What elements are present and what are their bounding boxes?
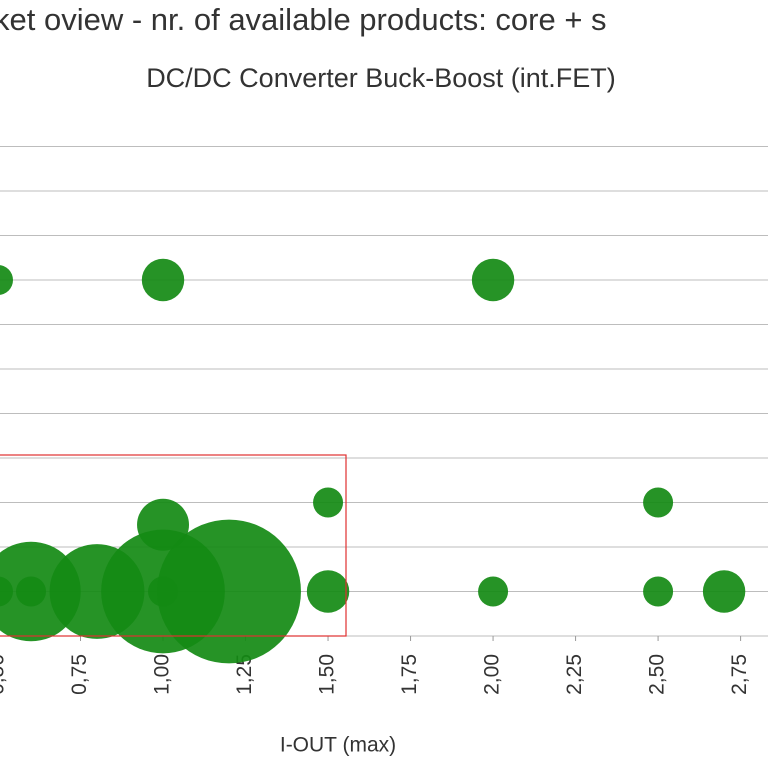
bubble [643, 487, 674, 518]
bubble [306, 570, 350, 613]
x-axis-label: I-OUT (max) [280, 734, 396, 757]
bubble [313, 487, 344, 518]
x-tick-label: 2,75 [728, 654, 751, 695]
bubble [471, 258, 515, 302]
x-tick-label: 2,00 [481, 654, 504, 695]
bubble [0, 265, 13, 295]
bubble [141, 258, 185, 302]
bubble [643, 576, 674, 607]
x-tick-label: 2,50 [646, 654, 669, 695]
highlight-box [0, 454, 347, 637]
bubble [16, 576, 47, 607]
x-tick-label: 0,75 [68, 654, 91, 695]
bubbles [0, 258, 746, 664]
chart-title: ket oview - nr. of available products: c… [0, 2, 607, 37]
chart-subtitle: DC/DC Converter Buck-Boost (int.FET) [146, 63, 616, 93]
grid: 012345678910110,500,751,001,251,501,752,… [0, 146, 768, 695]
x-tick-label: 1,75 [398, 654, 421, 695]
bubble [702, 570, 746, 613]
bubble [157, 519, 301, 664]
bubble [478, 576, 509, 607]
x-tick-label: 0,50 [0, 654, 9, 695]
x-tick-label: 1,50 [316, 654, 339, 695]
x-tick-label: 1,25 [233, 654, 256, 695]
x-tick-label: 2,25 [563, 654, 586, 695]
x-tick-label: 1,00 [151, 654, 174, 695]
